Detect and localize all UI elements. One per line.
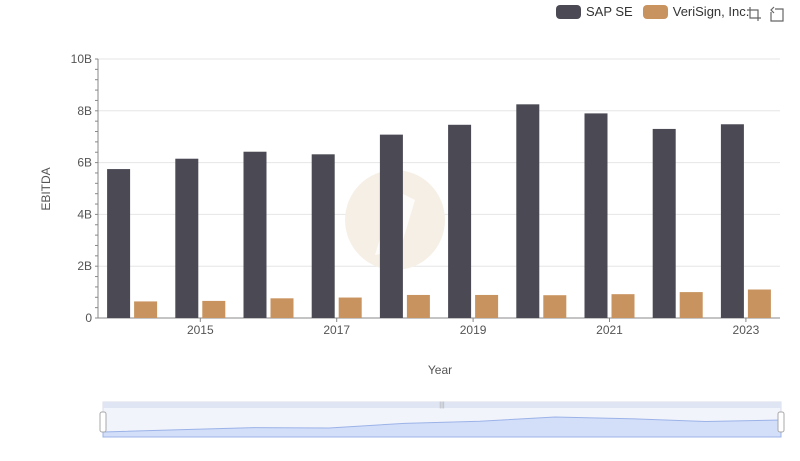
y-tick-label: 2B (77, 259, 92, 273)
bar-sap[interactable] (175, 158, 199, 318)
bar-sap[interactable] (720, 124, 744, 318)
y-tick-label: 10B (71, 52, 92, 66)
x-axis: 2015 2017 2019 2021 2023 (98, 317, 780, 337)
slider-handle-right[interactable] (777, 411, 785, 433)
bar-sap[interactable] (516, 104, 540, 318)
bar-verisign[interactable] (679, 292, 703, 318)
data-zoom-slider[interactable]: ||| (99, 401, 785, 438)
bar-verisign[interactable] (611, 294, 635, 318)
bars (107, 104, 771, 318)
bar-sap[interactable] (243, 151, 267, 318)
bar-verisign[interactable] (543, 295, 567, 318)
y-axis: 0 2B 4B 6B 8B 10B (71, 52, 99, 325)
legend-item-sap[interactable]: SAP SE (556, 4, 633, 19)
x-tick-label: 2023 (733, 323, 760, 337)
toolbox (746, 6, 790, 22)
bar-verisign[interactable] (747, 289, 771, 318)
x-tick-label: 2019 (460, 323, 487, 337)
bar-verisign[interactable] (338, 297, 362, 318)
bar-verisign[interactable] (202, 300, 226, 318)
y-tick-label: 0 (85, 311, 92, 325)
y-axis-label: EBITDA (39, 167, 53, 210)
zoom-icon[interactable] (746, 6, 762, 22)
y-tick-label: 8B (77, 104, 92, 118)
bar-sap[interactable] (448, 124, 472, 318)
x-tick-label: 2021 (596, 323, 623, 337)
legend-label-sap: SAP SE (586, 4, 633, 19)
slider-grip[interactable]: ||| (439, 402, 445, 409)
restore-icon[interactable] (768, 6, 784, 22)
bar-verisign[interactable] (270, 298, 294, 318)
legend-item-verisign[interactable]: VeriSign, Inc. (642, 4, 750, 19)
x-axis-label: Year (428, 363, 452, 377)
legend: SAP SE VeriSign, Inc. (556, 4, 759, 19)
legend-label-verisign: VeriSign, Inc. (672, 4, 750, 19)
x-tick-label: 2017 (323, 323, 350, 337)
legend-swatch-sap (556, 4, 581, 19)
bar-sap[interactable] (584, 113, 608, 318)
legend-swatch-verisign (642, 4, 668, 19)
x-tick-label: 2015 (187, 323, 214, 337)
slider-handle-left[interactable] (99, 411, 107, 433)
bar-sap[interactable] (311, 154, 335, 318)
bar-verisign[interactable] (134, 301, 158, 318)
y-tick-label: 4B (77, 207, 92, 221)
y-tick-label: 6B (77, 156, 92, 170)
bar-verisign[interactable] (406, 294, 430, 318)
bar-sap[interactable] (379, 134, 403, 318)
bar-sap[interactable] (107, 169, 131, 318)
bar-sap[interactable] (652, 128, 676, 318)
bar-verisign[interactable] (475, 294, 499, 318)
